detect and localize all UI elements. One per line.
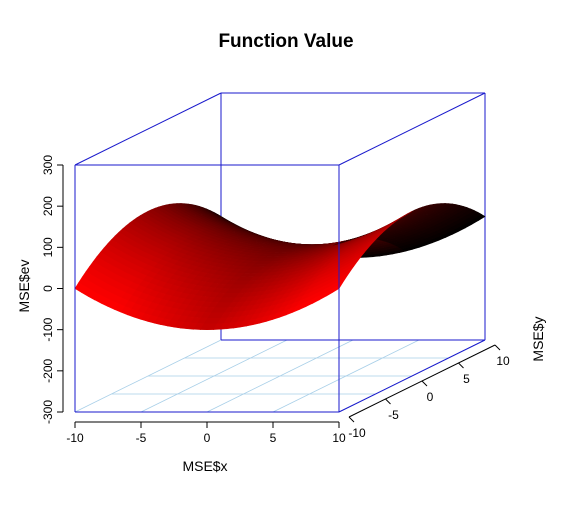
floor-grid	[74, 339, 486, 413]
z-tick-label: -100	[41, 317, 55, 341]
y-tick-mark	[458, 362, 464, 369]
surface-facet	[332, 282, 343, 293]
y-axis-label: MSE$y	[530, 316, 546, 361]
z-tick-label: 300	[41, 155, 55, 175]
y-tick-label: -10	[348, 426, 366, 440]
z-tick-label: -300	[41, 400, 55, 424]
chart-title: Function Value	[218, 31, 353, 52]
y-tick-label: -5	[388, 408, 399, 422]
grid-line	[272, 339, 420, 413]
box-edge	[338, 339, 486, 413]
x-tick-label: -10	[66, 431, 84, 445]
x-tick-label: 10	[332, 431, 346, 445]
y-tick-label: 0	[427, 390, 434, 404]
surface	[74, 203, 486, 330]
axes: -10 -5 0 5 10 -300 -200 -100 0 100 200 300 -10 -5 0 5 10	[41, 155, 510, 445]
x-tick-label: -5	[136, 431, 147, 445]
x-tick-label: 0	[204, 431, 211, 445]
z-tick-label: 200	[41, 196, 55, 216]
box-edge	[74, 92, 222, 166]
y-tick-mark	[494, 344, 501, 351]
y-tick-label: 5	[463, 372, 470, 386]
y-tick-mark	[421, 380, 428, 387]
z-tick-label: 100	[41, 237, 55, 257]
z-axis-label: MSE$ev	[16, 260, 32, 313]
x-axis-label: MSE$x	[182, 458, 227, 474]
y-tick-mark	[348, 416, 355, 423]
box-front-edges	[74, 92, 486, 413]
z-tick-label: -200	[41, 359, 55, 383]
box-edge	[338, 92, 486, 166]
z-tick-label: 0	[41, 285, 55, 292]
x-tick-label: 5	[270, 431, 277, 445]
y-tick-mark	[385, 398, 391, 405]
y-tick-label: 10	[496, 354, 510, 368]
